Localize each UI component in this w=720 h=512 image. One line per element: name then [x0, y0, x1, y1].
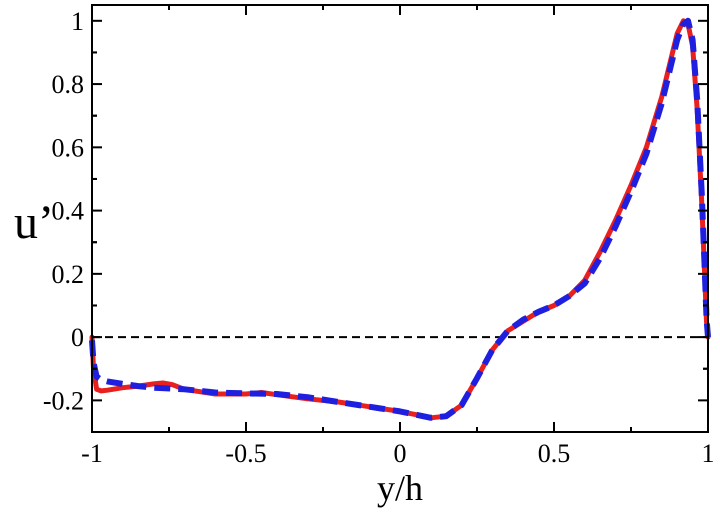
y-tick-label: 0.2 [52, 260, 85, 289]
x-tick-label: 0 [394, 439, 407, 468]
x-tick-label: 0.5 [538, 439, 571, 468]
series-line-2 [89, 17, 711, 421]
y-axis-title: u’ [14, 196, 54, 249]
plot-content [89, 17, 711, 421]
x-axis-title: y/h [377, 468, 423, 508]
y-tick-label: 1 [71, 7, 84, 36]
y-tick-label: 0.6 [52, 133, 85, 162]
y-tick-label: -0.2 [43, 386, 84, 415]
x-tick-label: 1 [702, 439, 715, 468]
axis-ticks: -1 -0.5 0 0.5 1 -0.2 0 0.2 0.4 0.6 0.8 1 [43, 5, 715, 468]
y-tick-label: 0 [71, 323, 84, 352]
y-tick-label: 0.8 [52, 70, 85, 99]
series-line-1 [89, 18, 711, 421]
x-tick-label: -1 [81, 439, 103, 468]
x-tick-label: -0.5 [225, 439, 266, 468]
y-tick-label: 0.4 [52, 197, 85, 226]
